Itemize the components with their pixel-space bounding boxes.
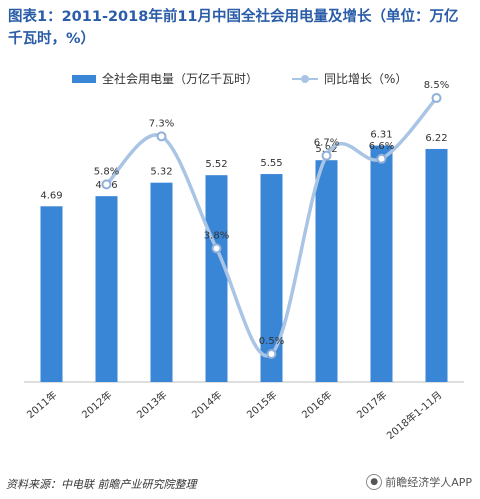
bar bbox=[95, 196, 118, 382]
x-tick-label: 2011年 bbox=[24, 388, 60, 421]
source-note: 资料来源：中电联 前瞻产业研究院整理 bbox=[6, 478, 197, 491]
x-tick-label: 2014年 bbox=[189, 388, 225, 421]
growth-value-label: 0.5% bbox=[259, 336, 284, 347]
legend-line-label: 同比增长（%） bbox=[324, 72, 408, 86]
chart-title: 图表1：2011-2018年前11月中国全社会用电量及增长（单位：万亿千瓦时，%… bbox=[8, 9, 459, 47]
badge-label: 前瞻经济学人APP bbox=[385, 476, 472, 489]
growth-point bbox=[321, 150, 332, 161]
bar bbox=[370, 145, 393, 382]
growth-value-label: 6.6% bbox=[369, 141, 394, 152]
legend: 全社会用电量（万亿千瓦时） 同比增长（%） bbox=[0, 70, 480, 90]
x-tick-label: 2018年1-11月 bbox=[384, 388, 445, 442]
bar bbox=[205, 175, 228, 382]
growth-value-label: 3.8% bbox=[204, 230, 229, 241]
growth-value-label: 5.8% bbox=[94, 166, 119, 177]
bar-value-label: 6.22 bbox=[425, 133, 447, 144]
growth-value-label: 7.3% bbox=[149, 118, 174, 129]
bar bbox=[315, 160, 338, 382]
bar-value-label: 5.92 bbox=[315, 144, 337, 155]
growth-point bbox=[266, 349, 277, 359]
x-tick-label: 2013年 bbox=[134, 388, 170, 421]
bar-value-label: 4.69 bbox=[40, 190, 62, 201]
x-tick-label: 2012年 bbox=[79, 388, 115, 421]
bar bbox=[260, 174, 283, 382]
bar-value-label: 6.31 bbox=[370, 130, 392, 141]
chart-plot: 4.692011年4.962012年5.322013年5.522014年5.55… bbox=[24, 80, 464, 442]
legend-line-swatch bbox=[292, 74, 318, 84]
x-tick-label: 2016年 bbox=[299, 388, 335, 421]
app-badge: ● 前瞻经济学人APP bbox=[366, 474, 472, 490]
bar bbox=[40, 206, 63, 382]
legend-bar-label: 全社会用电量（万亿千瓦时） bbox=[102, 72, 259, 86]
growth-value-label: 8.5% bbox=[424, 80, 449, 91]
legend-item-line: 同比增长（%） bbox=[292, 70, 407, 87]
bar bbox=[150, 182, 173, 382]
x-tick-label: 2015年 bbox=[244, 388, 280, 421]
x-tick-label: 2017年 bbox=[354, 388, 390, 421]
growth-point bbox=[101, 179, 112, 190]
wechat-icon: ● bbox=[366, 474, 383, 490]
growth-point bbox=[156, 131, 167, 142]
bar-value-label: 5.32 bbox=[150, 167, 172, 178]
bar-value-label: 5.55 bbox=[260, 158, 282, 169]
bar bbox=[425, 148, 448, 382]
bar-value-label: 5.52 bbox=[205, 159, 227, 170]
legend-item-bar: 全社会用电量（万亿千瓦时） bbox=[72, 70, 258, 87]
growth-value-label: 6.7% bbox=[314, 138, 339, 149]
growth-point bbox=[376, 153, 387, 164]
legend-bar-swatch bbox=[72, 74, 96, 83]
growth-point bbox=[431, 93, 442, 103]
growth-point bbox=[211, 243, 222, 254]
